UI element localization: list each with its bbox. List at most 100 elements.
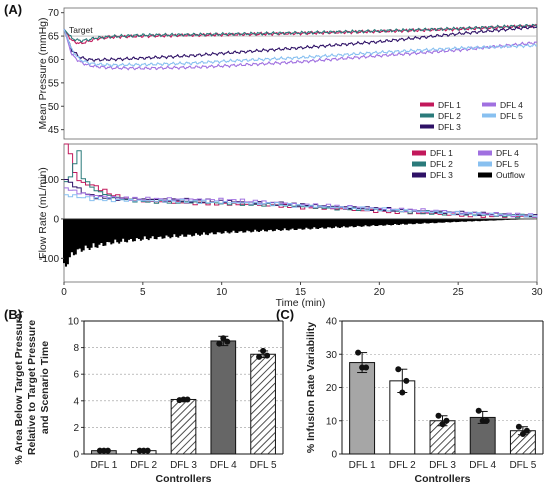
area-ytick-label-4: 4	[73, 396, 79, 407]
pressure-ylabel: Mean Pressure (mmHg)	[37, 17, 49, 129]
area-point-dfl-5-3	[264, 352, 271, 359]
flow-legend-swatch-dfl-2	[412, 161, 426, 167]
pressure-legend-label-dfl-3: DFL 3	[438, 122, 461, 132]
pressure-ytick-label-55: 55	[48, 78, 60, 89]
var-point-dfl-2-1	[395, 366, 402, 373]
flow-xtick-label-30: 30	[531, 287, 543, 298]
var-point-dfl-5-3	[523, 427, 530, 434]
flow-legend-swatch-dfl-5	[478, 161, 492, 167]
var-point-dfl-4-1	[475, 407, 482, 414]
area-bar-dfl-5	[250, 353, 276, 455]
pressure-ytick-label-45: 45	[48, 125, 60, 136]
pressure-ytick-label-65: 65	[48, 32, 60, 43]
var-point-dfl-1-1	[355, 349, 362, 356]
flow-xtick-label-20: 20	[374, 287, 386, 298]
pressure-legend-label-dfl-1: DFL 1	[438, 100, 461, 110]
area-point-dfl-5-1	[256, 353, 263, 360]
var-ytick-label-20: 20	[326, 383, 338, 394]
pressure-legend-swatch-dfl-5	[482, 113, 496, 118]
pressure-line-dfl-1	[63, 23, 538, 45]
pressure-legend-swatch-dfl-3	[420, 124, 434, 129]
flow-xtick-label-25: 25	[453, 287, 465, 298]
var-ytick-label-30: 30	[326, 350, 338, 361]
area-ytick-label-8: 8	[73, 343, 79, 354]
var-point-dfl-1-3	[363, 364, 370, 371]
area-bar-dfl-3	[170, 398, 197, 455]
area-ytick-label-2: 2	[73, 423, 79, 434]
pressure-plot-frame	[63, 7, 538, 140]
variability-bar-chart: 0 10 20 30 40 DFL 1 DFL 2 DFL 3 DFL 4 DFL 5 Contro…	[305, 317, 544, 485]
pressure-line-dfl-3	[63, 25, 538, 62]
flow-legend-label-outflow: Outflow	[496, 170, 526, 180]
flow-legend-label-dfl-2: DFL 2	[430, 159, 453, 169]
area-ylabel-line-3: and Scenario Time	[39, 341, 51, 434]
var-point-dfl-2-2	[399, 389, 406, 396]
flow-line-dfl-5	[64, 194, 537, 218]
area-xtick-label-dfl-2: DFL 2	[130, 460, 157, 471]
pressure-legend-swatch-dfl-2	[420, 113, 434, 118]
area-xtick-label-dfl-4: DFL 4	[210, 460, 237, 471]
flow-ylabel: Flow Rate (mL/min)	[37, 167, 49, 259]
area-ytick-label-6: 6	[73, 370, 79, 381]
pressure-legend-label-dfl-4: DFL 4	[500, 100, 523, 110]
area-bar-dfl-4	[210, 340, 237, 455]
var-xtick-label-dfl-2: DFL 2	[389, 460, 416, 471]
flow-legend-swatch-outflow	[478, 172, 492, 178]
panel-label-a: (A)	[4, 2, 22, 17]
var-ytick-label-10: 10	[326, 416, 338, 427]
flow-ytick-label-100: 100	[42, 175, 59, 186]
area-ytick-label-10: 10	[68, 317, 80, 328]
var-point-dfl-3-1	[435, 412, 442, 419]
flow-legend-label-dfl-1: DFL 1	[430, 148, 453, 158]
var-xtick-label-dfl-3: DFL 3	[429, 460, 456, 471]
flow-xlabel: Time (min)	[276, 297, 326, 309]
area-ytick-label-0: 0	[73, 450, 79, 461]
area-point-dfl-4-3	[224, 338, 231, 345]
area-point-dfl-1-3	[104, 447, 111, 454]
flow-legend-swatch-dfl-1	[412, 150, 426, 156]
var-point-dfl-4-3	[483, 417, 490, 424]
flow-line-dfl-3	[64, 179, 538, 217]
pressure-legend-label-dfl-5: DFL 5	[500, 111, 523, 121]
area-bar-chart: 0 2 4 6 8 10 DFL 1 DFL 2 DFL 3 DFL 4 DFL 5 Controll…	[13, 310, 284, 485]
flow-legend-label-dfl-4: DFL 4	[496, 148, 519, 158]
flow-ytick-label-0: 0	[53, 214, 59, 225]
var-ylabel-line-1: % Infusion Rate Variability	[305, 322, 317, 453]
area-xtick-label-dfl-3: DFL 3	[170, 460, 197, 471]
flow-xtick-label-5: 5	[140, 287, 146, 298]
flow-xtick-label-10: 10	[216, 287, 228, 298]
target-label: Target	[69, 25, 93, 35]
var-point-dfl-3-3	[443, 417, 450, 424]
flow-xtick-label-15: 15	[295, 287, 307, 298]
area-xtick-label-dfl-1: DFL 1	[90, 460, 117, 471]
panel-label-b: (B)	[4, 307, 22, 322]
pressure-legend-swatch-dfl-1	[420, 102, 434, 107]
area-point-dfl-3-3	[184, 396, 191, 403]
pressure-legend-label-dfl-2: DFL 2	[438, 111, 461, 121]
var-xtick-label-dfl-1: DFL 1	[349, 460, 376, 471]
area-point-dfl-4-2	[220, 335, 227, 342]
area-point-dfl-5-2	[260, 347, 267, 354]
area-ylabel-line-1: % Area Below Target Pressure,	[13, 310, 25, 464]
flow-ytick-label--100: -100	[39, 254, 59, 265]
area-ylabel-line-2: Relative to Target Pressure	[26, 320, 38, 455]
area-xlabel: Controllers	[155, 473, 211, 485]
panel-label-c: (C)	[276, 307, 294, 322]
pressure-ytick-label-70: 70	[48, 8, 60, 19]
var-point-dfl-3-2	[439, 421, 446, 428]
flow-legend-swatch-dfl-4	[478, 150, 492, 156]
pressure-line-dfl-4	[63, 28, 538, 71]
flow-outflow-bars	[63, 218, 536, 267]
area-point-dfl-4-1	[216, 340, 223, 347]
var-point-dfl-2-3	[403, 377, 410, 384]
flow-legend-label-dfl-5: DFL 5	[496, 159, 519, 169]
pressure-line-dfl-5	[63, 28, 538, 68]
var-ytick-label-40: 40	[326, 317, 338, 328]
flow-chart: -100 0 100 0 5 10 15 20 25 30 Time (min) Flow Rate …	[37, 143, 543, 309]
area-xtick-label-dfl-5: DFL 5	[250, 460, 277, 471]
pressure-ytick-label-50: 50	[48, 102, 60, 113]
var-xtick-label-dfl-5: DFL 5	[509, 460, 536, 471]
flow-xtick-label-0: 0	[61, 287, 67, 298]
var-point-dfl-5-2	[519, 431, 526, 438]
